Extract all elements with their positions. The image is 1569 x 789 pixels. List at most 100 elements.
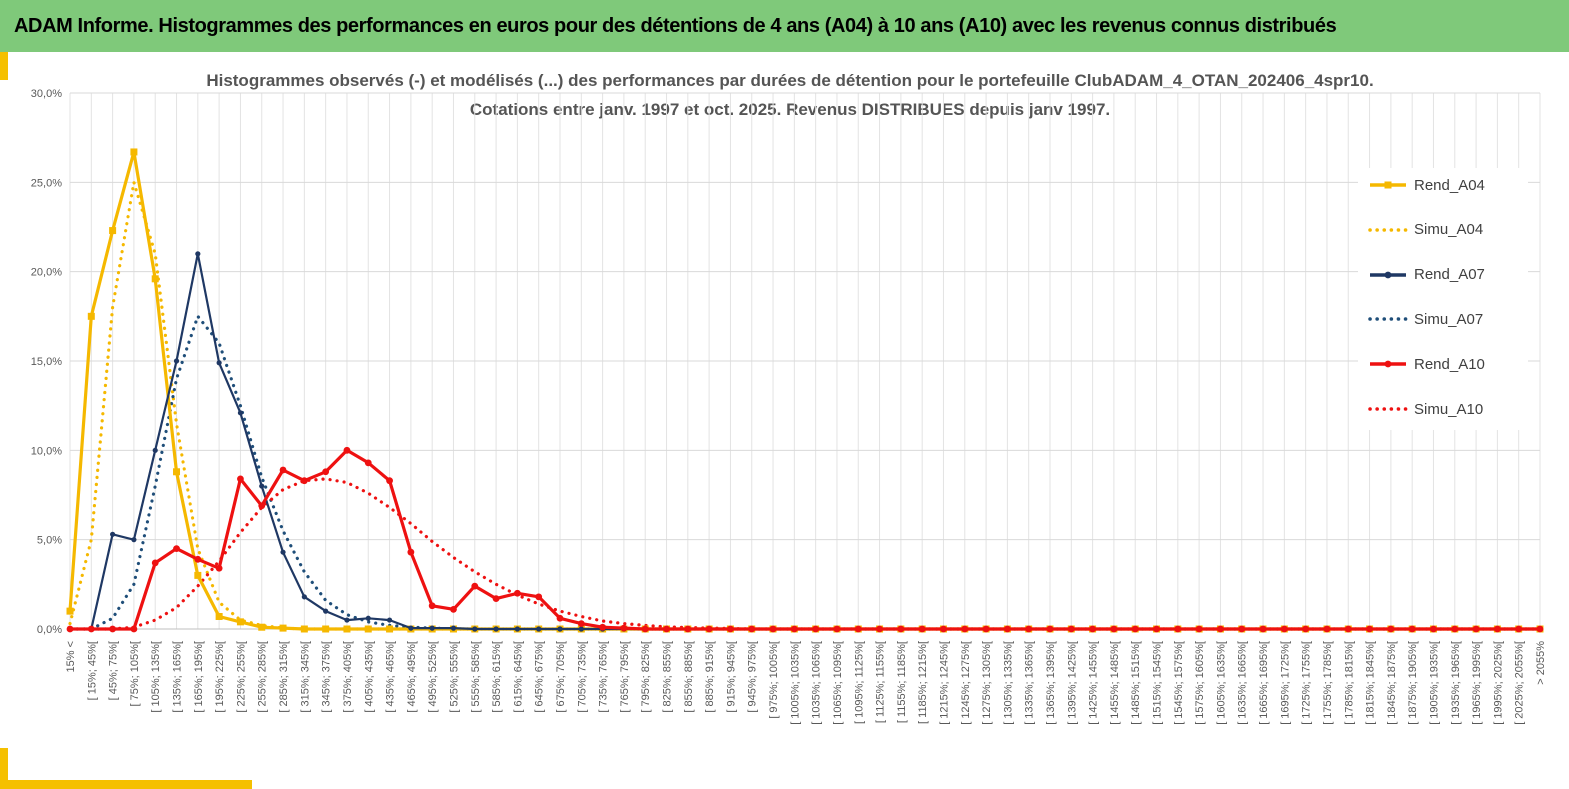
y-tick-label: 20,0% [31, 267, 62, 279]
data-point [429, 625, 435, 631]
data-point [1259, 625, 1267, 633]
x-tick-label: [ 1755%; 1785%[ [1322, 641, 1334, 725]
x-tick-label: [ 1215%; 1245%[ [938, 641, 950, 725]
data-point [151, 275, 159, 283]
data-point [110, 531, 116, 537]
data-point [641, 625, 649, 633]
data-point [300, 477, 308, 485]
data-point [1089, 625, 1097, 633]
data-point [1536, 625, 1544, 633]
data-point [130, 148, 138, 156]
x-tick-label: [ 135%; 165%[ [172, 641, 184, 713]
data-point [748, 625, 756, 633]
data-point [599, 623, 607, 631]
x-tick-label: [ 735%; 765%[ [598, 641, 610, 713]
data-point [364, 459, 372, 467]
series-Rend_A04 [66, 148, 1544, 633]
data-point [194, 571, 202, 579]
data-point [1344, 625, 1352, 633]
chart-legend: Rend_A04 Simu_A04 Rend_A07 Simu_A07 Rend_A10… [1358, 168, 1528, 430]
data-point [876, 625, 883, 633]
x-tick-label: [ 165%; 195%[ [193, 641, 205, 713]
legend-swatch [1370, 360, 1406, 368]
accent-bar-top [0, 52, 8, 80]
x-tick-label: [ 915%; 945%[ [725, 641, 737, 713]
data-point [492, 595, 500, 603]
data-point [386, 617, 393, 623]
x-tick-label: [ 1935%; 1965%[ [1450, 641, 1462, 725]
x-tick-label: [ 375%; 405%[ [342, 641, 354, 713]
legend-label: Simu_A07 [1414, 310, 1484, 328]
data-point [173, 468, 181, 476]
x-tick-label: [ 675%; 705%[ [555, 641, 567, 713]
data-point [1451, 625, 1459, 633]
data-point [131, 537, 137, 543]
legend-swatch [1368, 407, 1408, 411]
legend-swatch [1370, 271, 1406, 278]
x-tick-label: [ 435%; 465%[ [385, 641, 397, 713]
x-tick-label: [ 1515%; 1545%[ [1152, 641, 1164, 725]
data-point [1153, 625, 1160, 633]
data-point [408, 625, 414, 631]
y-tick-label: 30,0% [31, 88, 62, 100]
x-tick-label: [ 1275%; 1305%[ [981, 641, 993, 725]
x-tick-label: [ 1125%; 1155%[ [875, 641, 887, 723]
x-tick-label: [ 315%; 345%[ [299, 641, 311, 713]
x-tick-label: [ 825%; 855%[ [662, 641, 674, 713]
x-tick-label: [ 945%; 975%[ [747, 641, 759, 713]
data-point [961, 625, 969, 633]
data-point [87, 625, 95, 633]
x-tick-label: [ 1185%; 1215%[ [917, 641, 929, 724]
x-tick-label: [ 615%; 645%[ [512, 641, 524, 713]
data-point [1217, 625, 1224, 633]
data-point [578, 626, 584, 632]
y-tick-label: 15,0% [31, 356, 62, 368]
data-point [663, 625, 670, 633]
data-point [323, 608, 329, 614]
x-tick-label: [ 1065%; 1095%[ [832, 641, 844, 725]
x-tick-label: [ 1335%; 1365%[ [1024, 641, 1036, 725]
x-tick-label: [ 1155%; 1185%[ [896, 641, 908, 723]
data-point [322, 625, 330, 633]
data-point [194, 555, 202, 563]
data-point [833, 625, 841, 633]
data-point [322, 468, 330, 476]
data-point [940, 625, 947, 633]
x-tick-label: [ 765%; 795%[ [619, 641, 631, 713]
data-point [1515, 625, 1523, 633]
x-tick-label: [ 1725%; 1755%[ [1301, 641, 1313, 725]
legend-item: Rend_A07 [1368, 264, 1485, 286]
legend-label: Simu_A04 [1414, 221, 1484, 239]
page-title: ADAM Informe. Histogrammes des performan… [14, 14, 1337, 37]
data-point [918, 625, 926, 633]
data-point [258, 623, 266, 631]
data-point [1046, 625, 1054, 633]
accent-bar-bottom-horizontal [0, 780, 252, 789]
x-tick-label: [ 1425%; 1455%[ [1088, 641, 1100, 725]
series-Simu_A04 [68, 180, 1542, 631]
x-tick-label: [ 2025%; 2055%[ [1514, 641, 1526, 725]
data-point [982, 625, 990, 633]
series-line [68, 180, 1542, 631]
accent-bar-bottom-vertical [0, 748, 8, 789]
data-point [535, 593, 543, 601]
x-tick-label: [ 585%; 615%[ [491, 641, 503, 713]
data-point [364, 625, 372, 633]
data-point [556, 614, 564, 622]
data-point [236, 618, 244, 626]
data-point [1131, 625, 1139, 633]
series-Rend_A07 [67, 251, 1543, 632]
x-tick-label: [ 1995%; 2025%[ [1492, 641, 1504, 725]
data-point [769, 625, 777, 633]
data-point [237, 410, 244, 416]
data-point [450, 625, 457, 631]
x-tick-label: [ 1785%; 1815%[ [1343, 641, 1355, 725]
series-line [70, 448, 1540, 631]
data-point [130, 625, 138, 633]
data-point [343, 625, 351, 633]
data-point [705, 625, 713, 633]
data-point [279, 624, 287, 632]
data-point [1280, 625, 1288, 633]
data-point [279, 466, 287, 474]
x-tick-label: [ 1695%; 1725%[ [1279, 641, 1291, 725]
